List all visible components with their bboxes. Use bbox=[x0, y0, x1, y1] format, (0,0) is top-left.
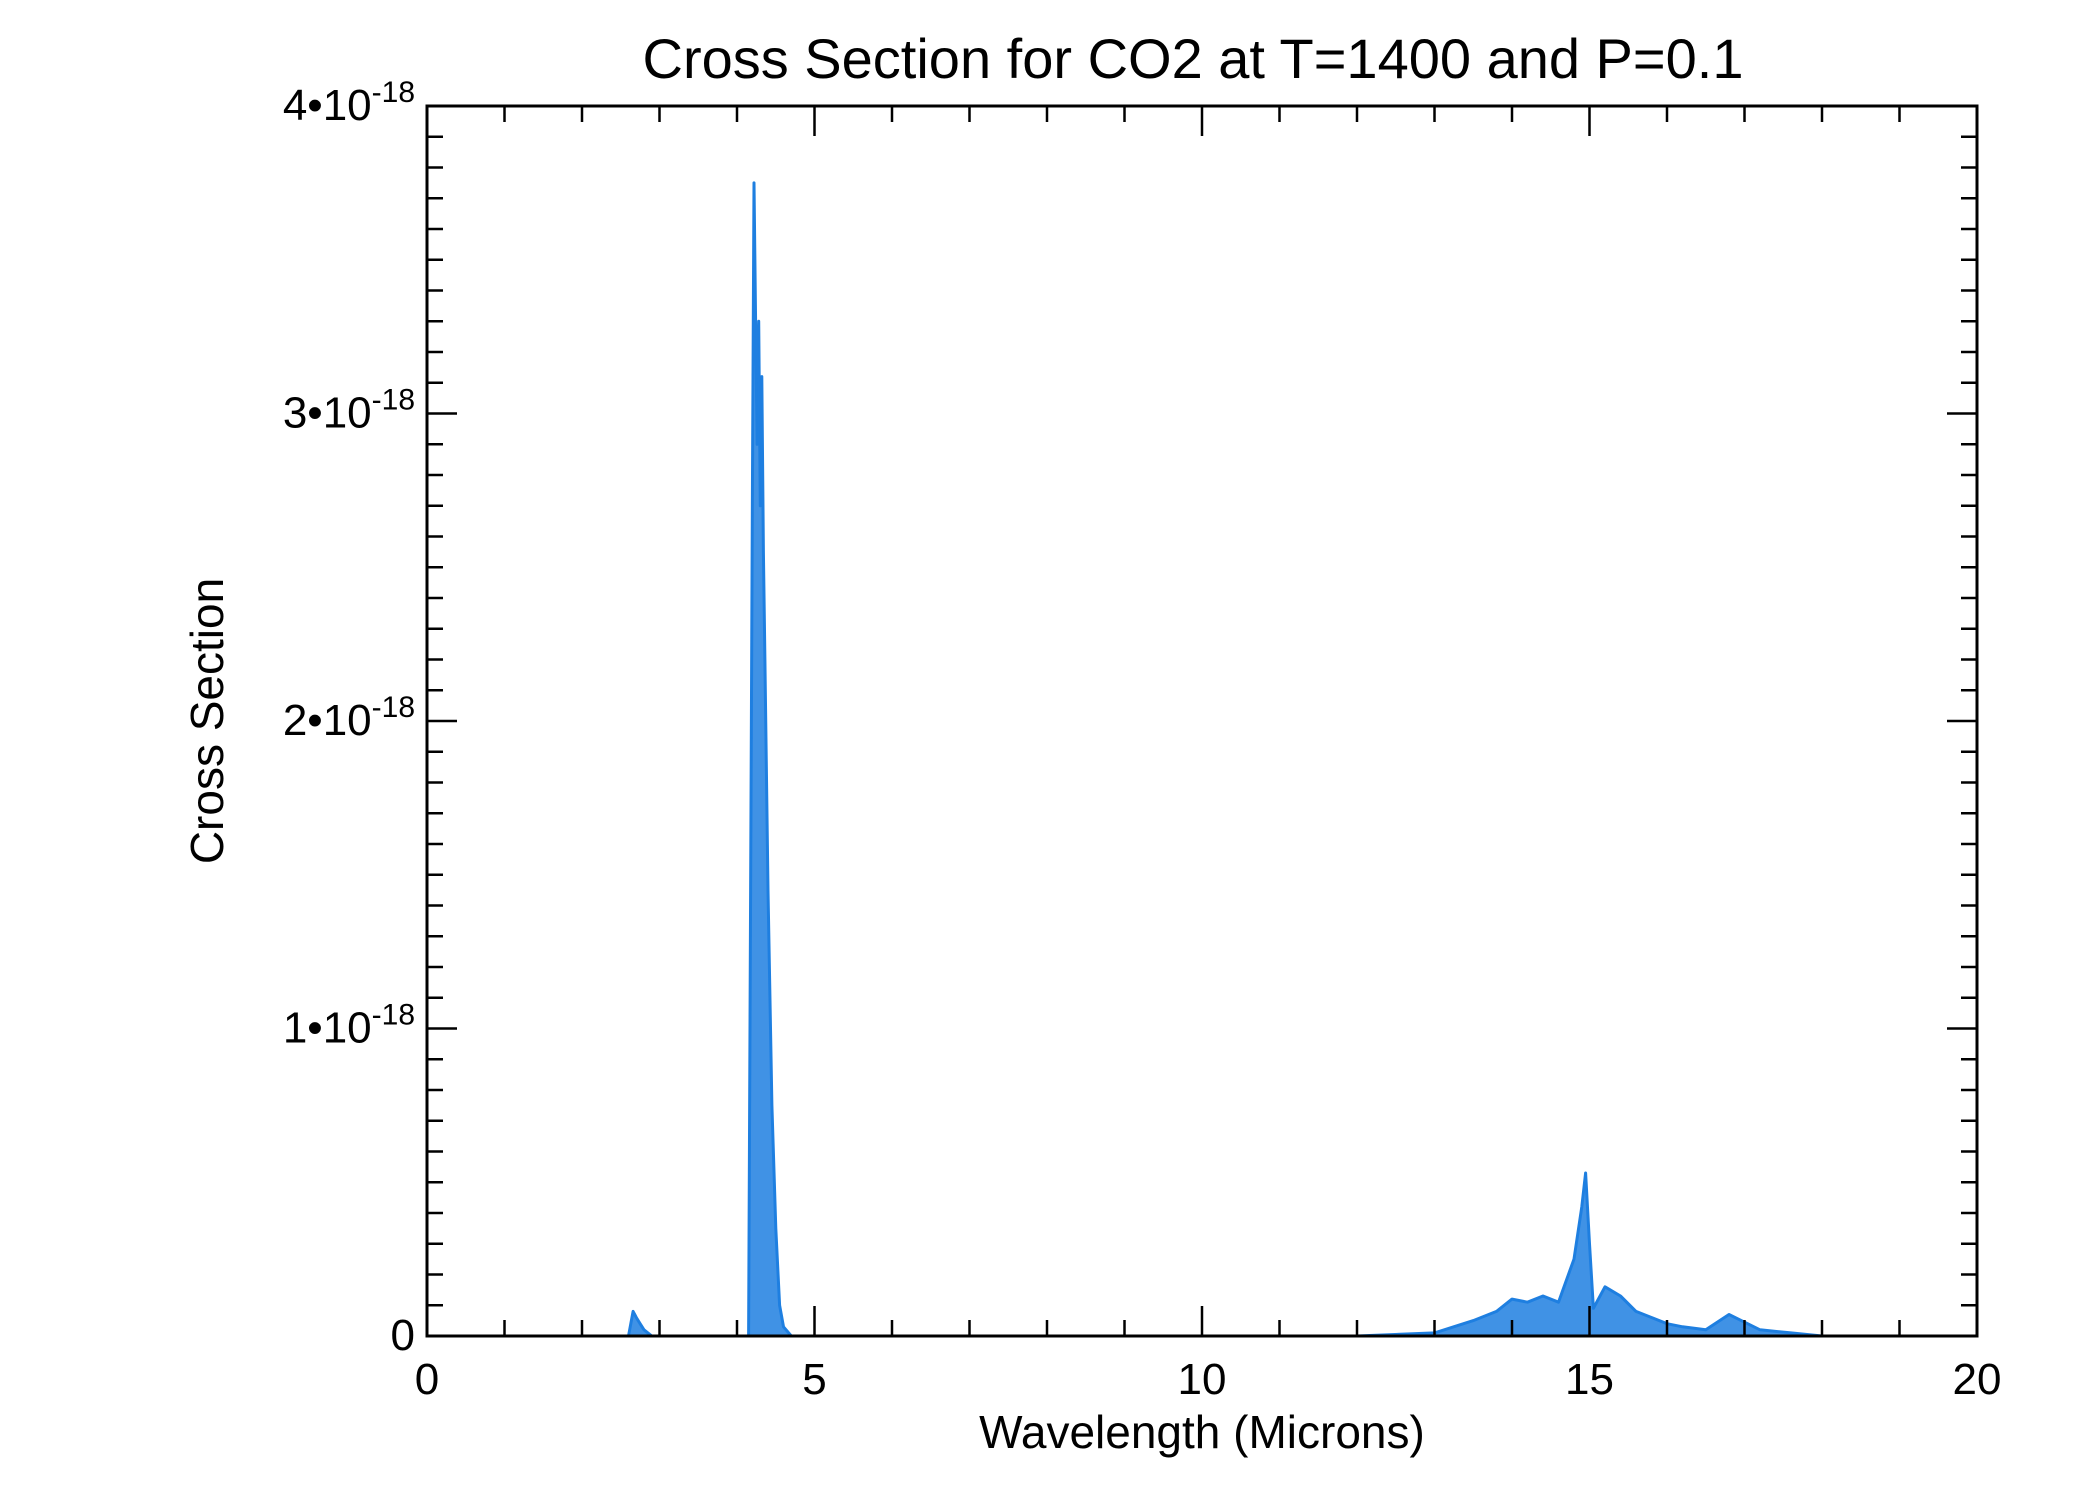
y-tick-label: 0 bbox=[391, 1311, 415, 1360]
x-tick-label: 15 bbox=[1565, 1355, 1614, 1404]
series-line-1 bbox=[427, 181, 1977, 1338]
y-tick-label: 3•10-18 bbox=[283, 384, 415, 438]
x-tick-label: 10 bbox=[1178, 1355, 1227, 1404]
x-tick-label: 0 bbox=[415, 1355, 439, 1404]
y-tick-label: 4•10-18 bbox=[283, 76, 415, 130]
series-fill-1 bbox=[427, 182, 1977, 1336]
y-axis-title: Cross Section bbox=[181, 578, 233, 864]
chart-title: Cross Section for CO2 at T=1400 and P=0.… bbox=[643, 27, 1744, 90]
x-tick-label: 20 bbox=[1953, 1355, 2002, 1404]
y-tick-label: 1•10-18 bbox=[283, 999, 415, 1053]
plot-frame bbox=[425, 104, 1979, 1338]
y-tick-label: 2•10-18 bbox=[283, 691, 415, 745]
plot-area bbox=[427, 181, 1977, 1338]
x-axis-title: Wavelength (Microns) bbox=[979, 1406, 1425, 1458]
x-tick-label: 5 bbox=[802, 1355, 826, 1404]
axis-ticks: 0 5 10 15 20 0 1•10-18 2•10-18 3•10-18 4•10-18 bbox=[283, 76, 2002, 1404]
